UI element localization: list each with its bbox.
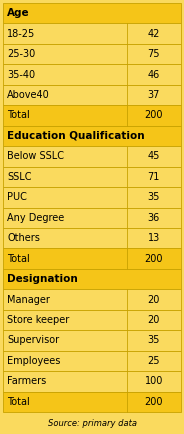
Bar: [3, 64, 181, 85]
Text: 200: 200: [145, 253, 163, 263]
Text: 35: 35: [148, 335, 160, 345]
Bar: [3, 228, 181, 248]
Text: Manager: Manager: [7, 295, 50, 305]
Bar: [3, 187, 181, 207]
Bar: [3, 269, 181, 289]
Text: Total: Total: [7, 111, 30, 121]
Text: Education Qualification: Education Qualification: [7, 131, 145, 141]
Bar: [3, 105, 181, 126]
Text: SSLC: SSLC: [7, 172, 31, 182]
Text: 42: 42: [148, 29, 160, 39]
Text: Store keeper: Store keeper: [7, 315, 69, 325]
Text: Source: primary data: Source: primary data: [47, 418, 137, 427]
Bar: [3, 207, 181, 228]
Text: 13: 13: [148, 233, 160, 243]
Bar: [3, 391, 181, 412]
Text: Designation: Designation: [7, 274, 78, 284]
Text: 25-30: 25-30: [7, 49, 35, 59]
Text: Total: Total: [7, 253, 30, 263]
Text: Employees: Employees: [7, 356, 60, 366]
Text: Farmers: Farmers: [7, 376, 46, 386]
Bar: [3, 351, 181, 371]
Bar: [3, 3, 181, 23]
Text: 45: 45: [148, 151, 160, 161]
Text: PUC: PUC: [7, 192, 27, 202]
Text: Below SSLC: Below SSLC: [7, 151, 64, 161]
Text: 37: 37: [148, 90, 160, 100]
Text: 200: 200: [145, 397, 163, 407]
Text: Total: Total: [7, 397, 30, 407]
Text: 35-40: 35-40: [7, 69, 35, 79]
Bar: [3, 23, 181, 44]
Bar: [3, 126, 181, 146]
Bar: [3, 167, 181, 187]
Text: 200: 200: [145, 111, 163, 121]
Bar: [3, 371, 181, 391]
Text: Age: Age: [7, 8, 30, 18]
Text: 25: 25: [148, 356, 160, 366]
Text: 20: 20: [148, 295, 160, 305]
Text: 100: 100: [145, 376, 163, 386]
Text: 20: 20: [148, 315, 160, 325]
Text: 18-25: 18-25: [7, 29, 35, 39]
Text: Others: Others: [7, 233, 40, 243]
Text: Above40: Above40: [7, 90, 50, 100]
Bar: [3, 146, 181, 167]
Text: Supervisor: Supervisor: [7, 335, 59, 345]
Bar: [3, 310, 181, 330]
Text: 71: 71: [148, 172, 160, 182]
Bar: [3, 44, 181, 64]
Text: 35: 35: [148, 192, 160, 202]
Bar: [3, 85, 181, 105]
Text: 36: 36: [148, 213, 160, 223]
Bar: [3, 330, 181, 351]
Text: Any Degree: Any Degree: [7, 213, 64, 223]
Bar: [3, 289, 181, 310]
Bar: [3, 248, 181, 269]
Text: 46: 46: [148, 69, 160, 79]
Text: 75: 75: [148, 49, 160, 59]
